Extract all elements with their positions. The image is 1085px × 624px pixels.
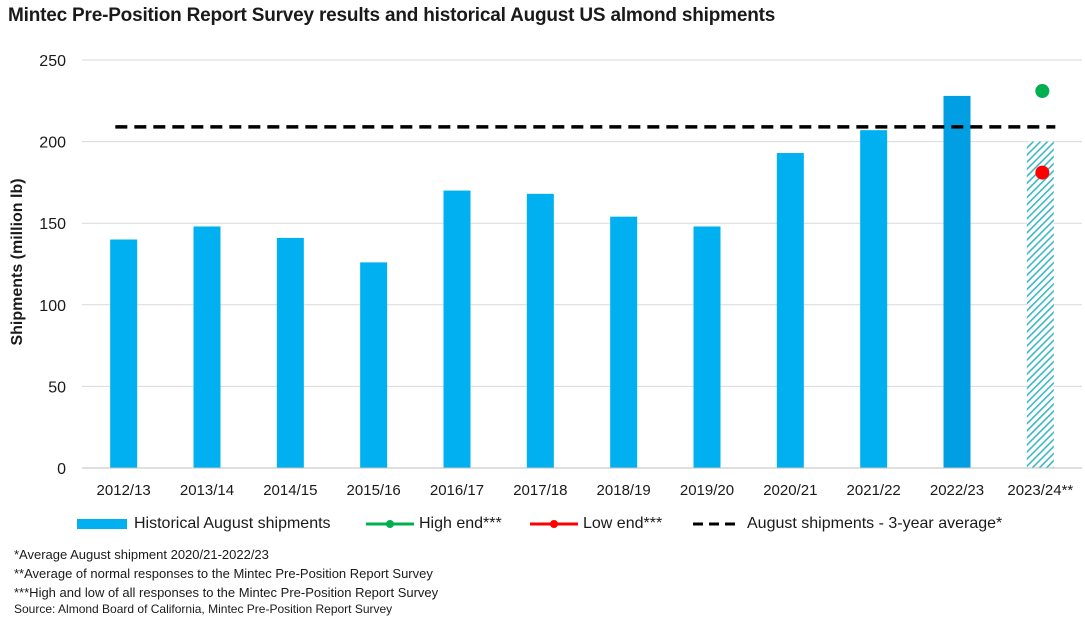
legend-label-low-end: Low end***	[583, 515, 663, 532]
bar-2014-15	[276, 237, 304, 468]
bar-2017-18	[526, 193, 554, 468]
y-tick-label: 250	[39, 53, 66, 70]
footnote-2: **Average of normal responses to the Min…	[14, 566, 433, 581]
bar-2012-13	[110, 239, 138, 468]
legend-item-average: August shipments - 3-year average*	[693, 510, 1002, 538]
x-tick-label: 2014/15	[263, 482, 317, 499]
y-axis-ticks: 0 50 100 150 200 250	[39, 53, 66, 478]
y-tick-label: 200	[39, 135, 66, 152]
x-tick-label: 2020/21	[763, 482, 817, 499]
x-tick-label: 2013/14	[180, 482, 234, 499]
bar-2022-23	[943, 95, 971, 469]
legend-swatch-average	[693, 522, 739, 526]
legend-swatch-bar	[77, 519, 127, 529]
x-axis-ticks: 2012/13 2013/14 2014/15 2015/16 2016/17 2017/…	[97, 482, 1074, 499]
footnotes: *Average August shipment 2020/21-2022/23…	[14, 545, 438, 617]
y-tick-label: 0	[57, 461, 66, 478]
y-axis-label: Shipments (million lb)	[9, 178, 26, 345]
bar-2016-17	[443, 190, 471, 468]
chart-title: Mintec Pre-Position Report Survey result…	[8, 5, 776, 26]
x-tick-label: 2016/17	[430, 482, 484, 499]
footnote-1: *Average August shipment 2020/21-2022/23	[14, 547, 269, 562]
legend-item-high-end: High end***	[366, 510, 502, 538]
bar-2020-21	[776, 153, 804, 469]
gridlines	[82, 59, 1082, 387]
range-points	[1035, 84, 1050, 180]
bar-chart: 0 50 100 150 200 250 Shipments (million lb) 2…	[9, 53, 1082, 499]
bar-2013-14	[193, 226, 221, 468]
x-tick-label: 2021/22	[847, 482, 901, 499]
x-tick-label: 2018/19	[597, 482, 651, 499]
bar-2015-16	[360, 262, 388, 468]
x-tick-label: 2022/23	[930, 482, 984, 499]
y-tick-label: 100	[39, 298, 66, 315]
x-tick-label: 2015/16	[347, 482, 401, 499]
legend-label-high-end: High end***	[419, 515, 502, 532]
high-end-point	[1035, 84, 1050, 99]
y-tick-label: 50	[48, 379, 66, 396]
legend: Historical August shipments High end*** …	[0, 510, 1085, 538]
source-note: Source: Almond Board of California, Mint…	[14, 602, 393, 616]
x-tick-label: 2012/13	[97, 482, 151, 499]
y-tick-label: 150	[39, 216, 66, 233]
x-tick-label: 2017/18	[513, 482, 567, 499]
legend-label-average: August shipments - 3-year average*	[747, 515, 1003, 532]
bars	[110, 95, 1054, 469]
bar-2019-20	[693, 226, 721, 468]
bar-2018-19	[610, 216, 638, 468]
bar-2021-22	[860, 130, 888, 468]
legend-item-historical: Historical August shipments	[77, 510, 331, 538]
legend-swatch-low	[530, 520, 578, 528]
x-tick-label: 2019/20	[680, 482, 734, 499]
legend-swatch-high	[366, 520, 414, 528]
bar-2023-24--	[1026, 141, 1054, 468]
low-end-point	[1035, 165, 1050, 180]
footnote-3: ***High and low of all responses to the …	[14, 585, 439, 600]
x-tick-label: 2023/24**	[1007, 482, 1073, 499]
legend-item-low-end: Low end***	[530, 510, 662, 538]
legend-label-historical: Historical August shipments	[134, 515, 331, 532]
